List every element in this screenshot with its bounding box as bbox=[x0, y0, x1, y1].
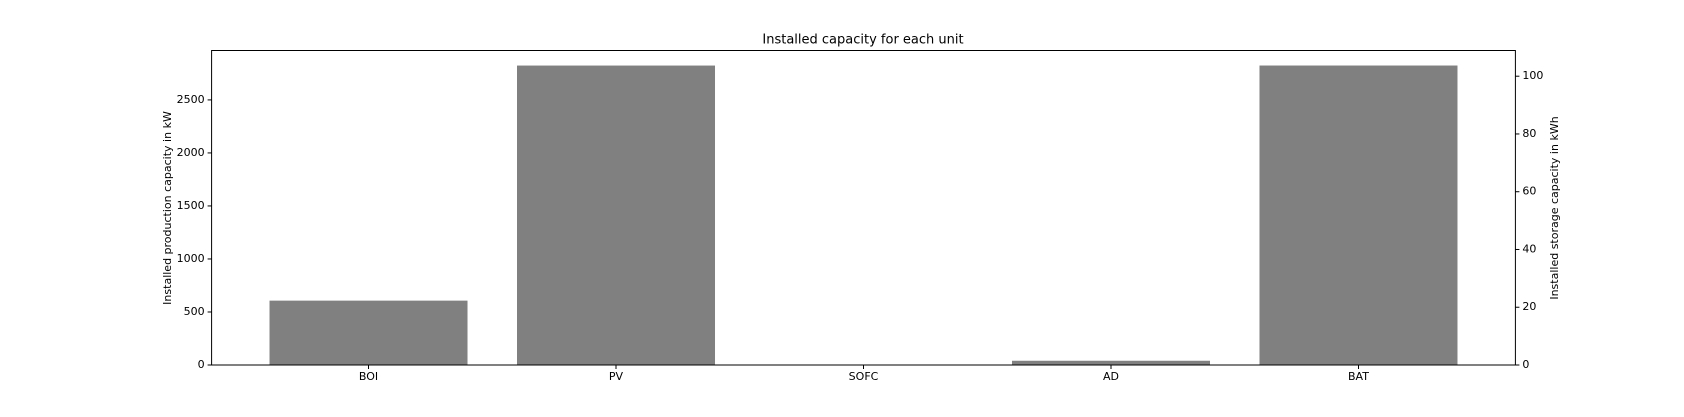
x-tick-label: PV bbox=[609, 370, 624, 383]
y-tick-label: 1500 bbox=[177, 199, 205, 212]
x-tick-label: SOFC bbox=[849, 370, 879, 383]
bar bbox=[1011, 360, 1210, 365]
y2-tick-label: 80 bbox=[1522, 127, 1536, 140]
y-tick-label: 1000 bbox=[177, 252, 205, 265]
y2-tick-label: 100 bbox=[1522, 69, 1543, 82]
chart-title: Installed capacity for each unit bbox=[762, 33, 963, 48]
y2-tick-label: 60 bbox=[1522, 185, 1536, 198]
y2-tick-label: 20 bbox=[1522, 300, 1536, 313]
y-axis-label: Installed production capacity in kW bbox=[161, 111, 174, 305]
y2-axis-label: Installed storage capacity in kWh bbox=[1548, 116, 1561, 299]
y2-tick-label: 40 bbox=[1522, 242, 1536, 255]
x-tick-label: BOI bbox=[359, 370, 378, 383]
x-tick-label: AD bbox=[1103, 370, 1119, 383]
bar bbox=[1259, 65, 1458, 365]
y2-tick-label: 0 bbox=[1522, 358, 1529, 371]
bar bbox=[517, 65, 716, 365]
plot-frame bbox=[211, 50, 1516, 366]
bar bbox=[269, 300, 468, 365]
x-tick-label: BAT bbox=[1348, 370, 1369, 383]
y-tick-label: 500 bbox=[184, 305, 205, 318]
y-tick-label: 2500 bbox=[177, 93, 205, 106]
y-tick-label: 2000 bbox=[177, 146, 205, 159]
y-tick-label: 0 bbox=[198, 358, 205, 371]
